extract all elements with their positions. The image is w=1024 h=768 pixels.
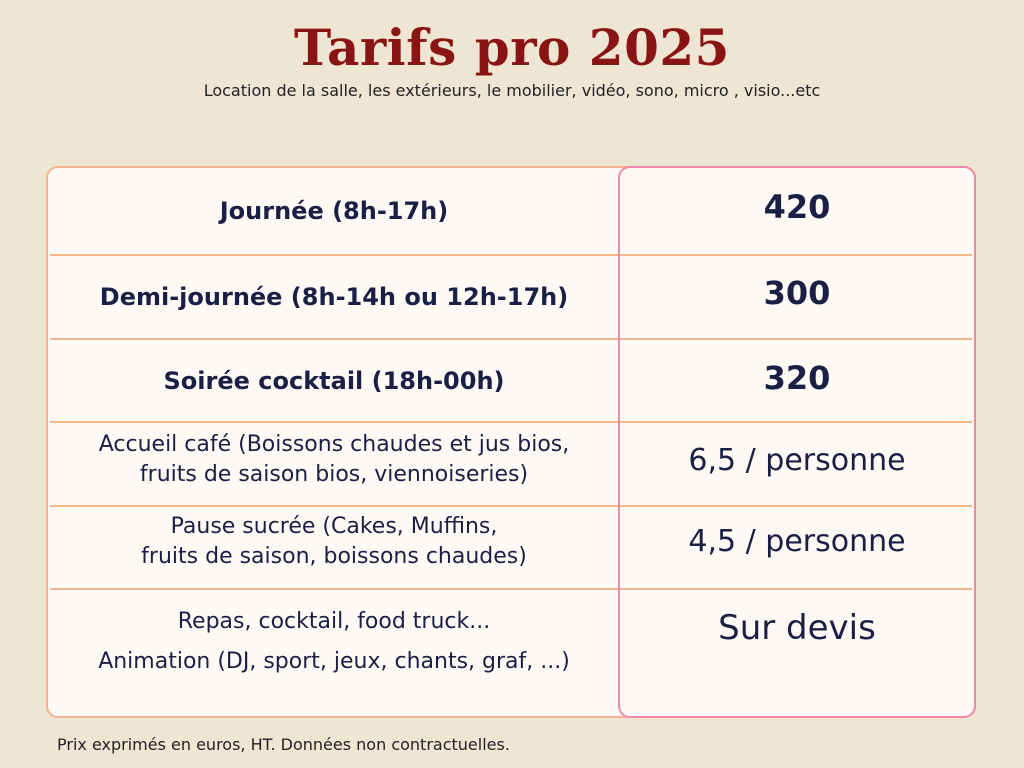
row-label-line: Soirée cocktail (18h-00h): [163, 366, 505, 395]
row-price: Sur devis: [718, 608, 876, 648]
footer-note: Prix exprimés en euros, HT. Données non …: [57, 735, 510, 754]
page-title: Tarifs pro 2025: [294, 18, 730, 77]
row-price: 6,5 / personne: [688, 443, 906, 478]
row-divider: [50, 254, 972, 256]
row-divider: [50, 338, 972, 340]
row-divider: [50, 421, 972, 423]
row-divider: [50, 588, 972, 590]
row-label-line: fruits de saison, boissons chaudes): [141, 544, 527, 569]
row-price: 420: [763, 188, 831, 226]
table-row-label: Soirée cocktail (18h-00h): [50, 340, 618, 421]
page-subtitle: Location de la salle, les extérieurs, le…: [203, 81, 821, 100]
row-price: 4,5 / personne: [688, 524, 906, 559]
pricing-table: [46, 166, 976, 718]
row-divider: [50, 505, 972, 507]
table-row-label: Accueil café (Boissons chaudes et jus bi…: [50, 428, 618, 492]
row-label-line: Demi-journée (8h-14h ou 12h-17h): [99, 283, 569, 311]
table-row-label: Journée (8h-17h): [50, 168, 618, 254]
row-price: 300: [763, 274, 831, 312]
row-label-line: Pause sucrée (Cakes, Muffins,: [170, 514, 498, 539]
row-label-line: Journée (8h-17h): [219, 197, 449, 225]
row-label-line: Accueil café (Boissons chaudes et jus bi…: [98, 432, 570, 457]
row-label-line: fruits de saison bios, viennoiseries): [139, 462, 529, 487]
row-label-line: Animation (DJ, sport, jeux, chants, graf…: [98, 649, 570, 674]
table-row-label: Demi-journée (8h-14h ou 12h-17h): [50, 256, 618, 338]
table-row-label: Pause sucrée (Cakes, Muffins, fruits de …: [50, 510, 618, 574]
row-price: 320: [763, 359, 831, 397]
table-row-label: Repas, cocktail, food truck... Animation…: [50, 600, 618, 684]
row-label-line: Repas, cocktail, food truck...: [177, 609, 491, 634]
